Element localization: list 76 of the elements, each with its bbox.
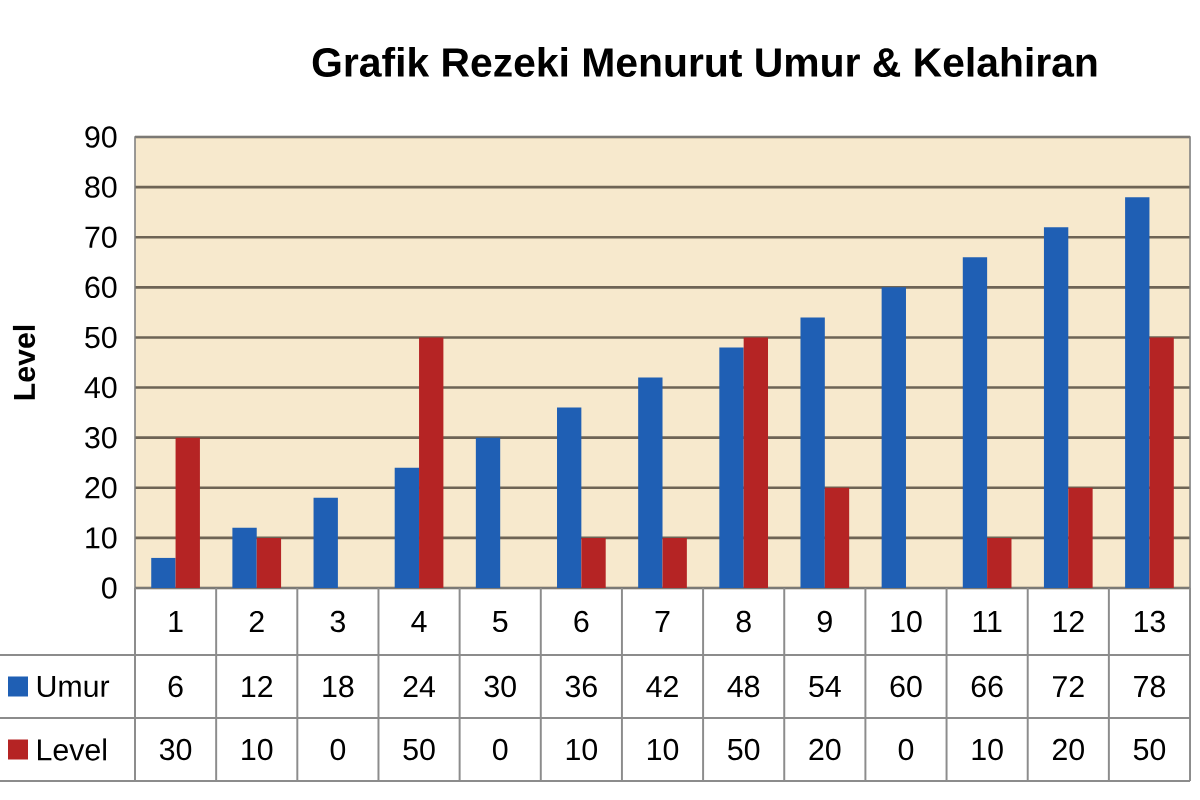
- y-tick-label: 20: [85, 477, 117, 499]
- bar: [419, 337, 444, 588]
- data-label: 30: [159, 738, 192, 761]
- bar: [151, 557, 176, 588]
- data-label: 66: [971, 675, 1003, 698]
- data-label: 0: [492, 738, 508, 761]
- data-label: 50: [1133, 738, 1166, 761]
- bar: [881, 287, 906, 588]
- data-label: 50: [403, 738, 435, 761]
- bar: [313, 497, 338, 588]
- y-tick-label: 90: [85, 126, 117, 148]
- data-label: 20: [1052, 738, 1084, 761]
- bar: [962, 257, 988, 588]
- y-tick-label: 50: [85, 326, 117, 349]
- bar: [719, 347, 744, 588]
- data-label: 72: [1053, 675, 1084, 698]
- bar: [824, 487, 850, 588]
- bar: [1125, 197, 1150, 588]
- bar: [394, 467, 420, 588]
- x-tick-label: 2: [249, 610, 264, 633]
- bar: [800, 317, 825, 588]
- bar: [1043, 227, 1069, 588]
- bar: [1068, 487, 1093, 588]
- bar: [475, 437, 501, 588]
- x-tick-label: 4: [411, 611, 427, 632]
- data-label: 20: [809, 738, 841, 761]
- chart-title: Grafik Rezeki Menurut Umur & Kelahiran: [312, 46, 1097, 77]
- data-label: 10: [566, 738, 598, 761]
- x-tick-label: 13: [1134, 610, 1165, 633]
- y-tick-label: 40: [84, 376, 117, 399]
- bar: [1149, 337, 1174, 588]
- bar: [256, 537, 282, 588]
- bar: [662, 537, 687, 588]
- bar: [987, 537, 1012, 588]
- x-tick-label: 5: [492, 610, 508, 633]
- x-tick-label: 10: [891, 610, 922, 633]
- y-tick-label: 0: [102, 577, 117, 599]
- y-tick-label: 60: [85, 276, 117, 299]
- y-tick-label: 10: [86, 527, 117, 549]
- x-tick-label: 7: [655, 611, 670, 632]
- bar: [557, 407, 582, 588]
- y-tick-label: 80: [85, 176, 117, 198]
- bar: [581, 537, 606, 588]
- data-label: 10: [647, 738, 679, 761]
- data-label: 0: [898, 738, 914, 761]
- data-label: 30: [484, 675, 516, 698]
- legend-label: Umur: [37, 675, 110, 698]
- x-tick-label: 8: [736, 610, 751, 633]
- y-axis-title: Level: [12, 325, 36, 400]
- x-tick-label: 11: [973, 611, 1002, 632]
- data-label: 0: [330, 738, 346, 761]
- data-label: 54: [809, 675, 841, 698]
- data-label: 24: [403, 675, 435, 698]
- data-label: 6: [168, 675, 183, 698]
- x-tick-label: 6: [574, 610, 589, 633]
- x-tick-label: 3: [330, 610, 345, 633]
- x-tick-label: 1: [169, 611, 183, 632]
- bar: [175, 437, 200, 588]
- bar: [743, 337, 769, 588]
- data-label: 10: [242, 738, 273, 761]
- bar: [638, 377, 663, 588]
- y-tick-label: 70: [85, 226, 117, 248]
- y-tick-label: 30: [85, 426, 117, 449]
- data-label: 10: [972, 738, 1003, 761]
- x-tick-label: 12: [1053, 610, 1084, 633]
- data-label: 12: [242, 675, 273, 698]
- legend-label: Level: [38, 738, 106, 761]
- data-label: 50: [728, 738, 760, 761]
- data-label: 36: [565, 675, 597, 698]
- data-label: 60: [890, 675, 922, 698]
- x-tick-label: 9: [817, 610, 832, 633]
- data-label: 78: [1134, 675, 1165, 698]
- bar: [232, 527, 257, 588]
- data-label: 48: [727, 675, 760, 698]
- data-label: 42: [646, 675, 678, 698]
- data-label: 18: [323, 675, 354, 698]
